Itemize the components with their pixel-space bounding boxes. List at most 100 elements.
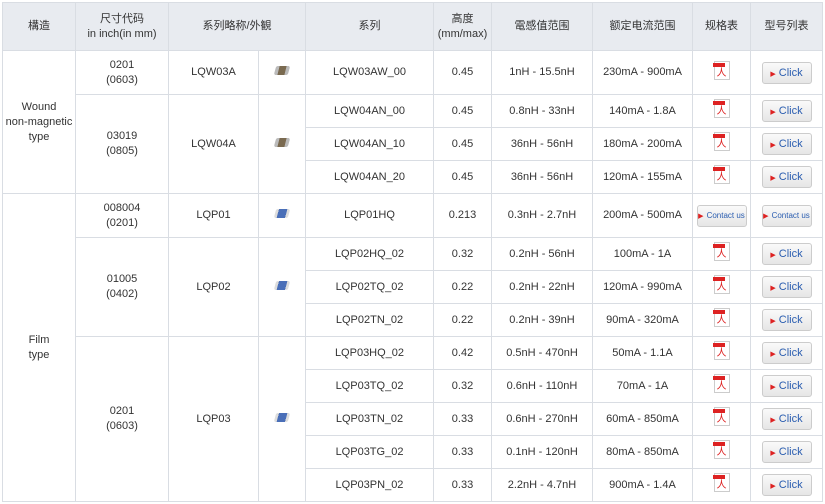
- model-list-cell: ▶ Click: [750, 468, 823, 502]
- click-button[interactable]: ▶ Click: [761, 166, 812, 188]
- pdf-icon[interactable]: [712, 242, 730, 262]
- appearance-cell: [258, 193, 306, 238]
- pdf-icon[interactable]: [712, 341, 730, 361]
- appearance-cell: [258, 336, 306, 502]
- spec-sheet-cell: ▶ Contact us: [692, 193, 751, 238]
- inductance-range-cell: 0.8nH - 33nH: [491, 94, 593, 128]
- pdf-icon[interactable]: [712, 60, 730, 81]
- arrow-icon: ▶: [770, 175, 776, 182]
- button-label: Click: [778, 314, 803, 326]
- arrow-icon: ▶: [770, 142, 776, 149]
- current-range-cell: 70mA - 1A: [592, 369, 693, 403]
- series-cell: LQP01HQ: [305, 193, 434, 238]
- column-header: 额定电流范围: [592, 2, 693, 51]
- series-abbr-cell: LQP02: [168, 237, 259, 337]
- spec-sheet-cell: [692, 237, 751, 271]
- current-range-cell: 80mA - 850mA: [592, 435, 693, 469]
- click-button[interactable]: ▶ Click: [761, 408, 812, 430]
- click-button[interactable]: ▶ Click: [761, 276, 812, 298]
- button-label: Click: [778, 66, 803, 79]
- button-label: Click: [778, 413, 803, 425]
- current-range-cell: 230mA - 900mA: [592, 50, 693, 95]
- model-list-cell: ▶ Click: [750, 435, 823, 469]
- pdf-icon[interactable]: [712, 99, 730, 119]
- spec-sheet-cell: [692, 160, 751, 194]
- click-button[interactable]: ▶ Click: [761, 243, 812, 265]
- pdf-icon[interactable]: [712, 308, 730, 328]
- click-button[interactable]: ▶ Click: [761, 100, 812, 122]
- column-header: 系列: [305, 2, 434, 51]
- model-list-cell: ▶ Click: [750, 94, 823, 128]
- arrow-icon: ▶: [770, 384, 776, 391]
- model-list-cell: ▶ Click: [750, 270, 823, 304]
- pdf-icon[interactable]: [712, 132, 730, 152]
- pdf-icon[interactable]: [712, 473, 730, 493]
- column-header: 系列略称/外観: [168, 2, 306, 51]
- spec-sheet-cell: [692, 270, 751, 304]
- contact-us-button[interactable]: ▶ Contact us: [696, 204, 747, 227]
- pdf-icon[interactable]: [712, 440, 730, 460]
- contact-us-button[interactable]: ▶ Contact us: [761, 204, 812, 227]
- click-button[interactable]: ▶ Click: [761, 342, 812, 364]
- height-cell: 0.45: [433, 94, 492, 128]
- button-label: Click: [778, 347, 803, 359]
- model-list-cell: ▶ Click: [750, 160, 823, 194]
- height-cell: 0.45: [433, 160, 492, 194]
- spec-sheet-cell: [692, 94, 751, 128]
- model-list-cell: ▶ Click: [750, 402, 823, 436]
- pdf-icon[interactable]: [712, 407, 730, 427]
- arrow-icon: ▶: [763, 212, 769, 220]
- inductance-range-cell: 0.5nH - 470nH: [491, 336, 593, 370]
- arrow-icon: ▶: [770, 318, 776, 325]
- pdf-icon[interactable]: [712, 165, 730, 185]
- series-cell: LQW04AN_20: [305, 160, 434, 194]
- click-button[interactable]: ▶ Click: [761, 133, 812, 155]
- series-abbr-cell: LQW04A: [168, 94, 259, 194]
- click-button[interactable]: ▶ Click: [761, 474, 812, 496]
- inductance-range-cell: 2.2nH - 4.7nH: [491, 468, 593, 502]
- click-button[interactable]: ▶ Click: [761, 375, 812, 397]
- spec-sheet-cell: [692, 50, 751, 95]
- current-range-cell: 120mA - 155mA: [592, 160, 693, 194]
- size-code-cell: 0201 (0603): [75, 336, 169, 502]
- inductance-range-cell: 0.2nH - 22nH: [491, 270, 593, 304]
- current-range-cell: 200mA - 500mA: [592, 193, 693, 238]
- button-label: Click: [778, 479, 803, 491]
- pdf-icon[interactable]: [712, 275, 730, 295]
- click-button[interactable]: ▶ Click: [761, 441, 812, 463]
- button-label: Click: [778, 380, 803, 392]
- inductance-range-cell: 0.6nH - 110nH: [491, 369, 593, 403]
- click-button[interactable]: ▶ Click: [761, 61, 812, 84]
- series-cell: LQP02TN_02: [305, 303, 434, 337]
- series-cell: LQW03AW_00: [305, 50, 434, 95]
- film-chip-image: [273, 280, 291, 290]
- size-code-cell: 03019 (0805): [75, 94, 169, 194]
- series-abbr-cell: LQW03A: [168, 50, 259, 95]
- button-label: Contact us: [706, 210, 745, 220]
- arrow-icon: ▶: [770, 483, 776, 490]
- series-cell: LQW04AN_00: [305, 94, 434, 128]
- appearance-cell: [258, 50, 306, 95]
- series-cell: LQW04AN_10: [305, 127, 434, 161]
- button-label: Click: [778, 105, 803, 117]
- model-list-cell: ▶ Click: [750, 50, 823, 95]
- height-cell: 0.42: [433, 336, 492, 370]
- table-row: Film type 008004 (0201) LQP01 LQP01HQ 0.213 0…: [2, 193, 823, 502]
- arrow-icon: ▶: [770, 109, 776, 116]
- pdf-icon[interactable]: [712, 374, 730, 394]
- inductance-range-cell: 0.2nH - 56nH: [491, 237, 593, 271]
- table-row: Wound non-magnetic type 0201 (0603) LQW03A…: [2, 50, 823, 194]
- size-code-cell: 01005 (0402): [75, 237, 169, 337]
- series-abbr-cell: LQP03: [168, 336, 259, 502]
- arrow-icon: ▶: [770, 417, 776, 424]
- click-button[interactable]: ▶ Click: [761, 309, 812, 331]
- appearance-cell: [258, 94, 306, 194]
- inductance-range-cell: 0.6nH - 270nH: [491, 402, 593, 436]
- spec-sheet-cell: [692, 303, 751, 337]
- appearance-cell: [258, 237, 306, 337]
